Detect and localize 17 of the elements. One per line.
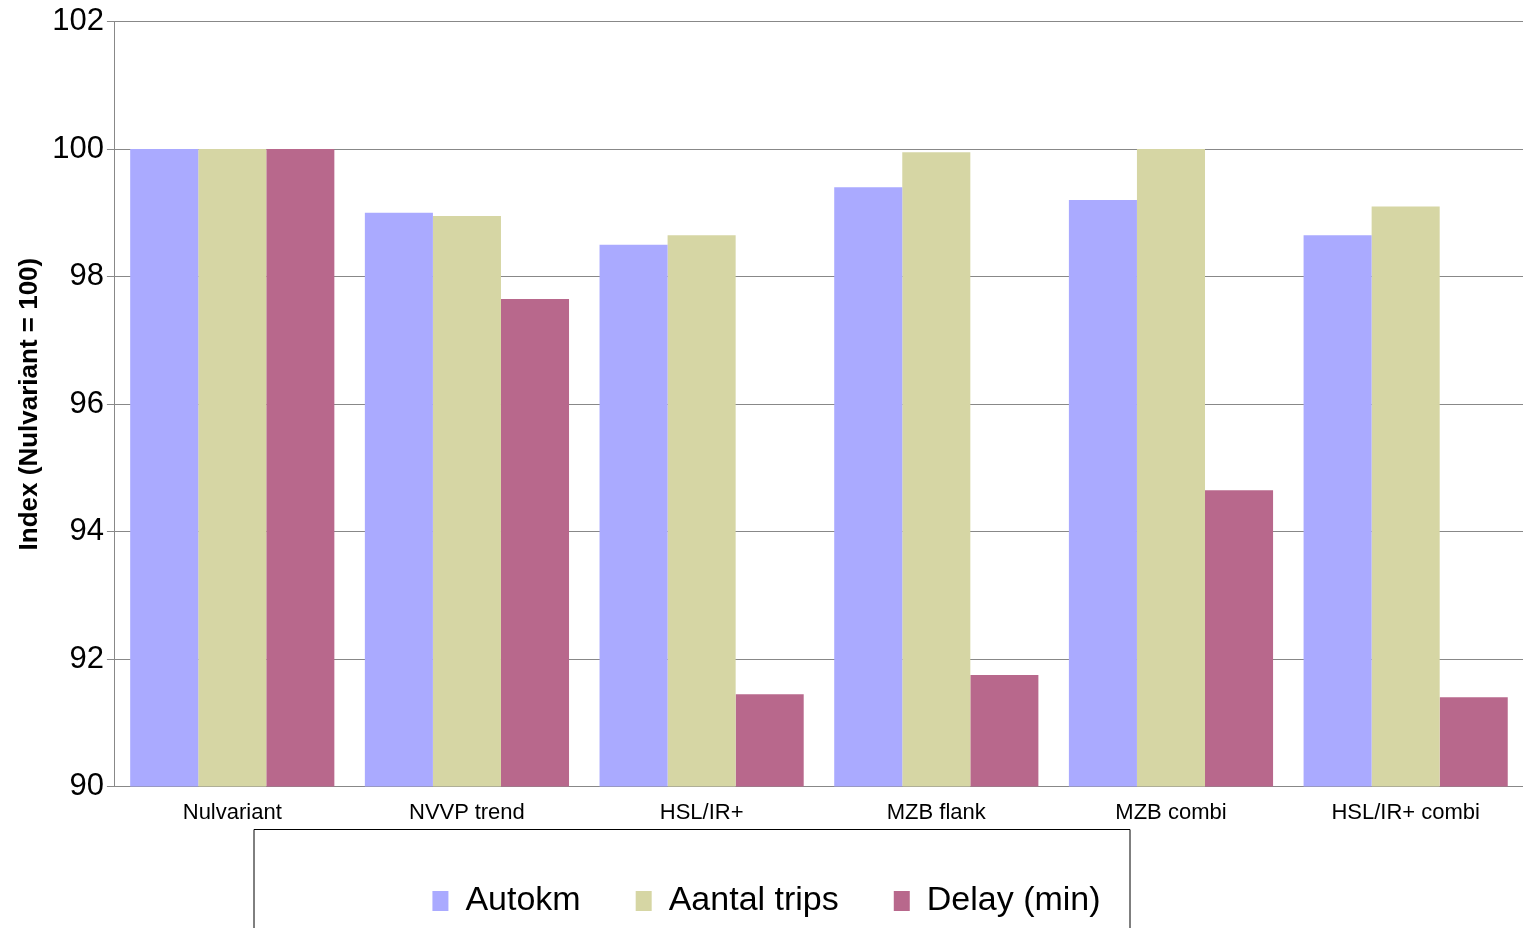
x-tick-label: NVVP trend [409,798,525,824]
y-tick-label: 96 [69,384,104,420]
legend-label: Autokm [465,879,581,918]
y-tick-label: 92 [69,639,104,675]
x-tick-label: HSL/IR+ [659,798,744,824]
y-tick-label: 98 [69,257,104,293]
legend-label: Aantal trips [668,879,839,918]
y-tick-label: 90 [69,767,104,803]
x-tick-label: MZB flank [886,798,987,824]
x-tick-label: Nulvariant [182,798,282,824]
y-tick-label: 100 [52,129,104,165]
y-tick-label: 102 [52,2,104,38]
x-tick-label: HSL/IR+ combi [1331,798,1480,824]
y-axis-title: Index (Nulvariant = 100) [12,257,43,551]
y-tick-label: 94 [69,512,104,548]
legend-label: Delay (min) [926,879,1101,918]
x-tick-label: MZB combi [1115,798,1227,824]
